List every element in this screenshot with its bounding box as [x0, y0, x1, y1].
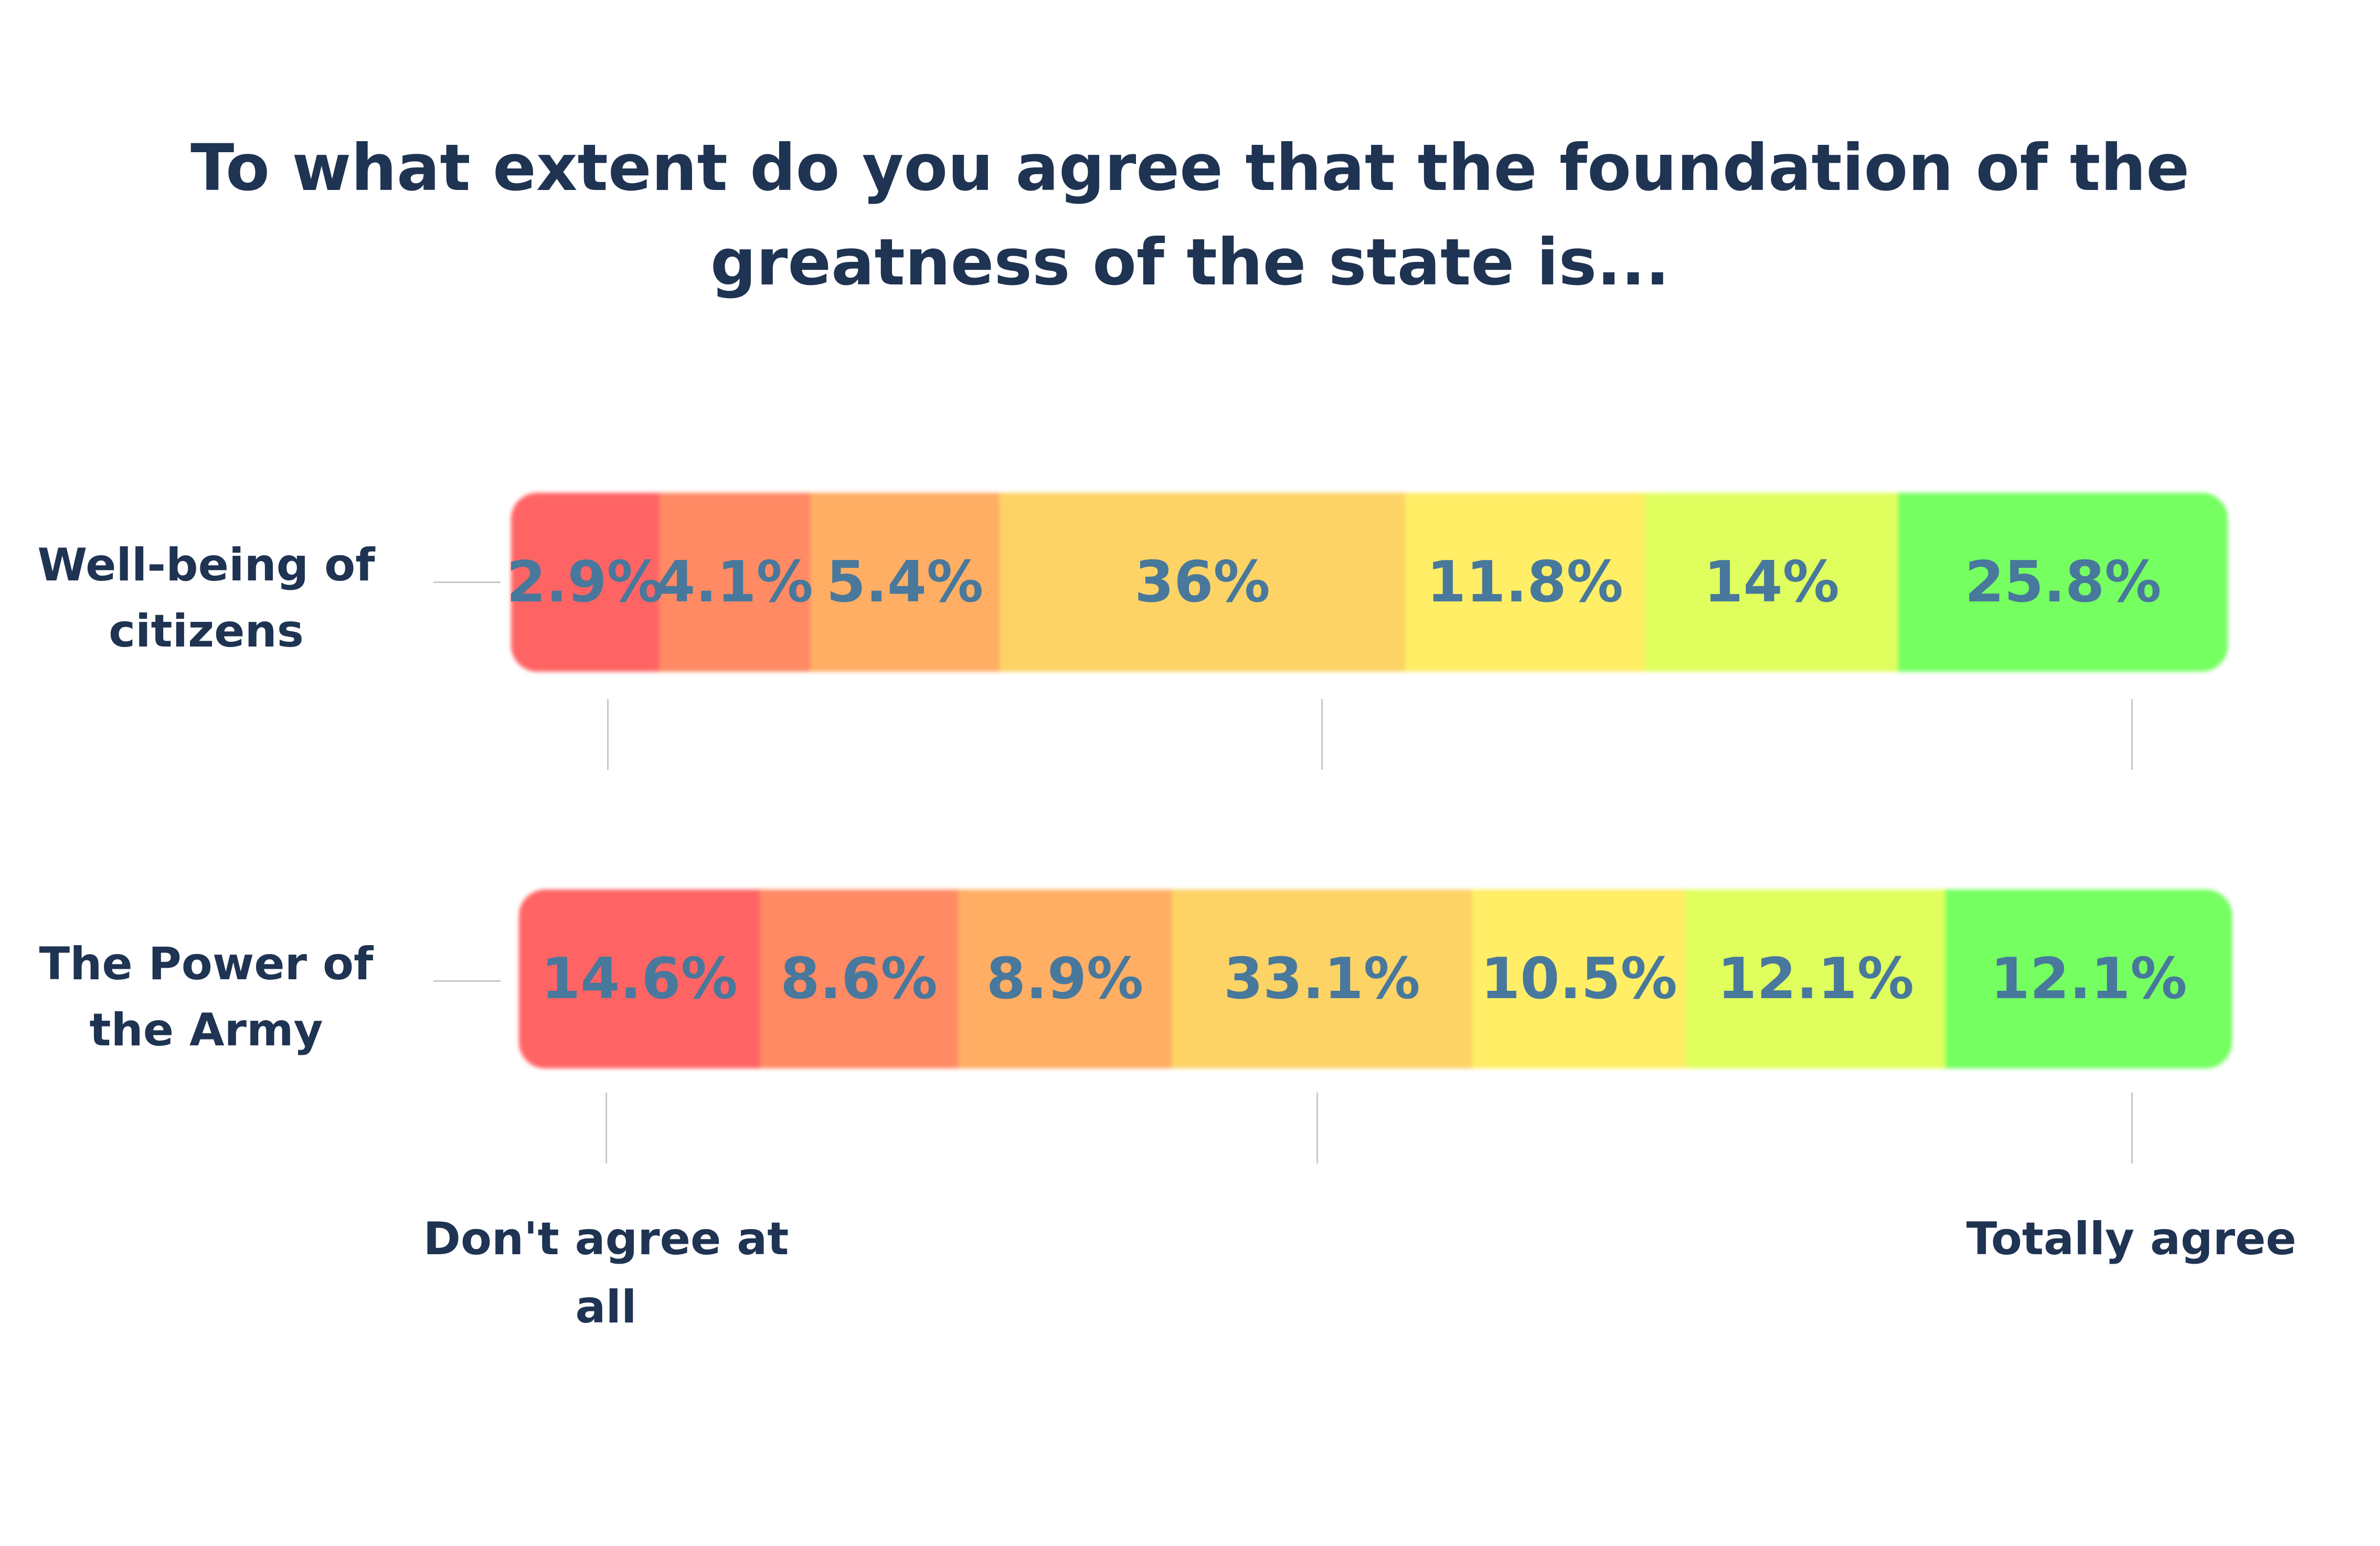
scale-tick: [2131, 699, 2133, 770]
scale-tick: [607, 699, 609, 770]
bar-segment: [1405, 493, 1645, 672]
data-label: 8.9%: [986, 946, 1144, 1012]
scale-tick: [1316, 1093, 1318, 1163]
data-label: 14.6%: [541, 946, 738, 1012]
category-label-line: citizens: [109, 605, 304, 658]
stacked-bar-wellbeing: [511, 493, 2228, 672]
scale-label-high: Totally agree: [1966, 1213, 2297, 1265]
scale-label-line: all: [575, 1281, 637, 1333]
category-label-army: The Power of the Army: [23, 931, 390, 1063]
category-label-line: The Power of: [39, 938, 374, 990]
scale-label-line: Don't agree at: [423, 1213, 789, 1265]
bar-segment: [810, 493, 1000, 672]
title-line-1: To what extent do you agree that the fou…: [190, 131, 2190, 205]
scale-tick: [1321, 699, 1323, 770]
data-label: 5.4%: [826, 549, 984, 615]
bar-segment: [1946, 890, 2232, 1068]
data-label: 4.1%: [656, 549, 813, 615]
bar-segment: [1172, 890, 1473, 1068]
data-label: 12.1%: [1717, 946, 1914, 1012]
bar-segment: [519, 890, 760, 1068]
scale-tick: [2131, 1093, 2133, 1163]
data-label: 8.6%: [780, 946, 938, 1012]
scale-tick: [605, 1093, 607, 1163]
data-label: 2.9%: [506, 549, 664, 615]
row-guide-line: [433, 980, 501, 982]
bar-segment: [659, 493, 811, 672]
bar-segment: [511, 493, 660, 672]
bar-segment: [1472, 890, 1686, 1068]
data-label: 12.1%: [1990, 946, 2187, 1012]
data-label: 14%: [1704, 549, 1840, 615]
category-label-wellbeing: Well-being of citizens: [23, 532, 390, 664]
data-label: 10.5%: [1481, 946, 1677, 1012]
bar-segment: [1686, 890, 1946, 1068]
bar-segment: [760, 890, 959, 1068]
row-guide-line: [433, 581, 501, 583]
scale-label-low: Don't agree at all: [396, 1205, 816, 1341]
chart-title: To what extent do you agree that the fou…: [0, 121, 2380, 310]
data-label: 36%: [1134, 549, 1270, 615]
stacked-bar-army: [519, 890, 2232, 1068]
data-label: 11.8%: [1427, 549, 1623, 615]
bar-segment: [958, 890, 1172, 1068]
title-line-2: greatness of the state is...: [710, 225, 1670, 300]
bar-segment: [1898, 493, 2228, 672]
bar-segment: [1645, 493, 1899, 672]
data-label: 33.1%: [1224, 946, 1420, 1012]
data-label: 25.8%: [1964, 549, 2162, 615]
category-label-line: Well-being of: [37, 539, 375, 591]
bar-segment: [1000, 493, 1406, 672]
category-label-line: the Army: [89, 1004, 323, 1056]
